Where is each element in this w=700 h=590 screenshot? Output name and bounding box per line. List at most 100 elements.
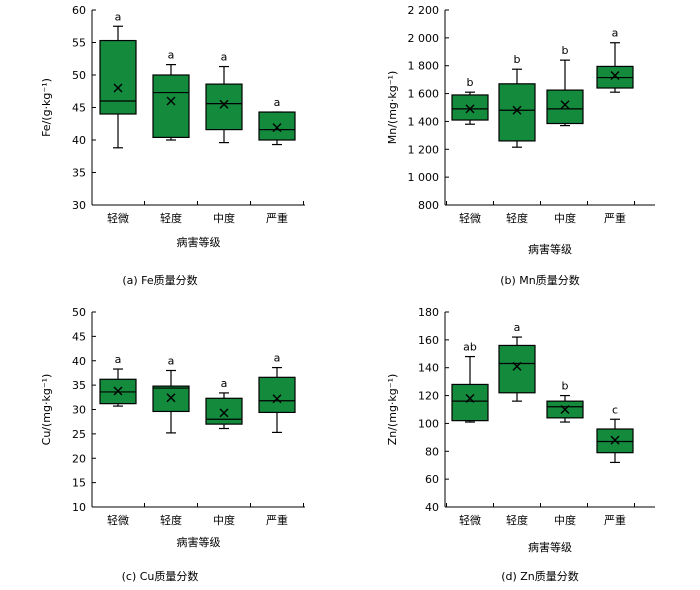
x-category-label: 轻度: [160, 513, 182, 527]
y-tick-label: 45: [72, 330, 86, 343]
significance-letter: a: [221, 377, 228, 390]
x-category-label: 严重: [604, 513, 626, 527]
x-axis-title: 病害等级: [177, 535, 221, 549]
y-axis-title: Fe/(g·kg⁻¹): [40, 78, 53, 137]
x-category-label: 轻微: [459, 211, 481, 225]
significance-letter: a: [168, 355, 175, 368]
y-tick-label: 160: [418, 334, 439, 347]
box-3: b: [546, 44, 584, 127]
y-tick-label: 40: [72, 134, 86, 147]
box-2: a: [498, 321, 536, 402]
x-category-label: 严重: [604, 211, 626, 225]
mean-marker: [465, 393, 475, 403]
box-2: a: [152, 49, 190, 141]
y-tick-label: 2 000: [408, 32, 440, 45]
x-category-label: 轻微: [107, 513, 129, 527]
significance-letter: b: [514, 53, 521, 66]
y-axis-title: Mn/(mg·kg⁻¹): [386, 71, 399, 145]
y-tick-label: 50: [72, 69, 86, 82]
box-1: a: [99, 353, 137, 407]
panel-caption: (d) Zn质量分数: [501, 570, 579, 583]
mean-marker: [166, 96, 176, 106]
x-category-label: 中度: [213, 513, 235, 527]
y-tick-label: 60: [425, 473, 439, 486]
mean-marker: [272, 394, 282, 404]
mean-marker: [560, 100, 570, 110]
significance-letter: b: [467, 76, 474, 89]
y-tick-label: 15: [72, 477, 86, 490]
panel-caption: (a) Fe质量分数: [122, 274, 197, 287]
y-tick-label: 55: [72, 37, 86, 50]
significance-letter: a: [115, 10, 122, 23]
y-tick-label: 30: [72, 199, 86, 212]
significance-letter: a: [274, 352, 281, 365]
y-tick-label: 1 400: [408, 115, 440, 128]
box-1: b: [451, 76, 489, 125]
significance-letter: a: [514, 321, 521, 334]
iqr-box: [451, 383, 489, 422]
x-category-label: 中度: [213, 211, 235, 225]
iqr-box: [152, 74, 190, 139]
mean-marker: [610, 435, 620, 445]
box-4: a: [258, 96, 296, 146]
iqr-box: [546, 89, 584, 125]
box-4: c: [596, 403, 634, 464]
y-tick-label: 45: [72, 102, 86, 115]
y-tick-label: 35: [72, 379, 86, 392]
mean-marker: [272, 123, 282, 133]
box-4: a: [258, 352, 296, 434]
mean-marker: [512, 105, 522, 115]
y-tick-label: 10: [72, 501, 86, 514]
box-1: a: [99, 10, 137, 149]
iqr-box: [258, 111, 296, 141]
panel-caption: (b) Mn质量分数: [500, 274, 580, 287]
y-tick-label: 1 800: [408, 60, 440, 73]
x-category-label: 轻微: [107, 211, 129, 225]
y-tick-label: 80: [425, 445, 439, 458]
y-tick-label: 1 200: [408, 143, 440, 156]
x-category-label: 轻微: [459, 513, 481, 527]
box-3: a: [205, 51, 243, 144]
y-tick-label: 60: [72, 4, 86, 17]
box-2: a: [152, 355, 190, 434]
mean-marker: [219, 408, 229, 418]
mean-marker: [560, 405, 570, 414]
significance-letter: a: [274, 96, 281, 109]
x-category-label: 轻度: [160, 211, 182, 225]
box-3: b: [546, 380, 584, 423]
iqr-box: [205, 397, 243, 425]
y-tick-label: 1 000: [408, 171, 440, 184]
mean-marker: [113, 83, 123, 93]
significance-letter: a: [168, 49, 175, 62]
x-category-label: 轻度: [506, 513, 528, 527]
mean-marker: [465, 104, 475, 114]
x-axis-title: 病害等级: [528, 242, 572, 256]
iqr-box: [498, 344, 536, 394]
panel-b: 800 1 000 1 200 1 400 1 600 1 800 2 000 2 200 轻微…: [386, 4, 655, 287]
box-2: b: [498, 53, 536, 148]
iqr-box: [451, 94, 489, 121]
y-tick-label: 100: [418, 417, 439, 430]
significance-letter: a: [612, 27, 619, 40]
y-axis-title: Cu/(mg·kg⁻¹): [40, 374, 53, 446]
y-tick-label: 800: [418, 199, 439, 212]
significance-letter: a: [221, 51, 228, 64]
mean-marker: [113, 386, 123, 396]
iqr-box: [99, 39, 137, 115]
x-category-label: 严重: [266, 513, 288, 527]
y-tick-label: 40: [425, 501, 439, 514]
y-tick-label: 120: [418, 390, 439, 403]
mean-marker: [219, 99, 229, 109]
x-axis-title: 病害等级: [177, 235, 221, 249]
box-4: a: [596, 27, 634, 93]
y-tick-label: 2 200: [408, 4, 440, 17]
box-3: a: [205, 377, 243, 430]
y-tick-label: 1 600: [408, 88, 440, 101]
y-tick-label: 40: [72, 355, 86, 368]
iqr-box: [498, 83, 536, 142]
y-tick-label: 180: [418, 306, 439, 319]
significance-letter: ab: [463, 341, 477, 354]
